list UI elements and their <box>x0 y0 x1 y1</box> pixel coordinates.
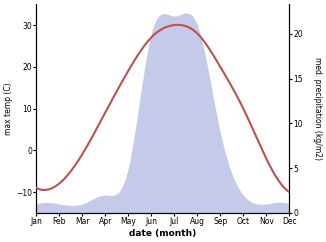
X-axis label: date (month): date (month) <box>129 229 196 238</box>
Y-axis label: med. precipitation (kg/m2): med. precipitation (kg/m2) <box>313 57 322 160</box>
Y-axis label: max temp (C): max temp (C) <box>4 82 13 135</box>
